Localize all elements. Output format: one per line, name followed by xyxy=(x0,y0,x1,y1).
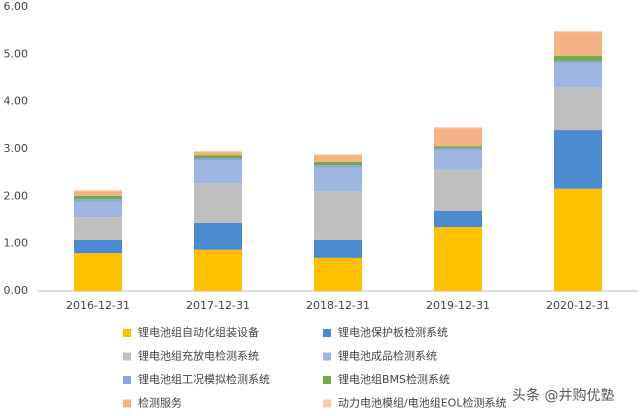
bar-segment xyxy=(74,190,122,192)
bar-segment xyxy=(554,188,602,291)
bar-segment xyxy=(194,249,242,291)
bar-segment xyxy=(554,31,602,33)
x-tick-label: 2017-12-31 xyxy=(186,299,250,312)
y-tick-label: 5.00 xyxy=(4,47,29,60)
y-tick-label: 1.00 xyxy=(4,237,29,250)
bar-segment xyxy=(314,167,362,192)
y-tick-label: 4.00 xyxy=(4,95,29,108)
bar-segment xyxy=(434,148,482,151)
bar-segment xyxy=(74,239,122,254)
bar-segment xyxy=(194,150,242,152)
bar-segment xyxy=(194,222,242,250)
bar-segment xyxy=(194,160,242,184)
bar-segment xyxy=(434,146,482,149)
watermark: 头条 @井购优塾 xyxy=(512,387,614,404)
legend-swatch xyxy=(123,399,131,408)
legend-swatch xyxy=(323,329,331,337)
legend-label: 动力电池模组/电池组EOL检测系统 xyxy=(338,396,506,410)
legend-label: 检测服务 xyxy=(138,396,182,410)
bar-segment xyxy=(74,195,122,200)
bar-segment xyxy=(314,239,362,258)
bar-segment xyxy=(314,154,362,156)
bar-segment xyxy=(74,191,122,196)
bar-segment xyxy=(554,86,602,131)
bar-segment xyxy=(74,217,122,240)
bar-segment xyxy=(434,169,482,212)
legend-swatch xyxy=(123,376,131,384)
legend-label: 锂电池组工况模拟检测系统 xyxy=(138,372,270,386)
bar-segment xyxy=(554,32,602,56)
x-tick-label: 2020-12-31 xyxy=(546,299,610,312)
bar-segment xyxy=(74,201,122,218)
bar-segment xyxy=(554,60,602,64)
x-tick-label: 2018-12-31 xyxy=(306,299,370,312)
legend-label: 锂电池组充放电检测系统 xyxy=(138,349,259,363)
legend-label: 锂电池保护板检测系统 xyxy=(338,325,448,339)
bar-segment xyxy=(194,157,242,161)
y-tick-label: 2.00 xyxy=(4,189,29,202)
legend-swatch xyxy=(123,329,131,337)
legend-label: 锂电池组自动化组装设备 xyxy=(138,325,259,339)
y-tick-label: 6.00 xyxy=(4,0,29,13)
x-tick-label: 2019-12-31 xyxy=(426,299,490,312)
bar-segment xyxy=(314,257,362,291)
bar-segment xyxy=(434,127,482,129)
bar-segment xyxy=(554,130,602,189)
legend-label: 锂电池组BMS检测系统 xyxy=(338,372,450,386)
bar-segment xyxy=(554,63,602,87)
x-tick-label: 2016-12-31 xyxy=(66,299,130,312)
bar-segment xyxy=(314,191,362,240)
y-tick-label: 0.00 xyxy=(4,284,29,297)
bar-segment xyxy=(434,128,482,147)
legend-swatch xyxy=(323,399,331,408)
bar-segment xyxy=(194,155,242,158)
bar-segment xyxy=(74,253,122,291)
bar-segment xyxy=(554,55,602,61)
bar-segment xyxy=(74,199,122,202)
bar-segment xyxy=(314,155,362,162)
bar-segment xyxy=(194,151,242,156)
bar-segment xyxy=(434,227,482,291)
bar-segment xyxy=(314,161,362,166)
legend-swatch xyxy=(323,376,331,384)
legend-label: 锂电池成品检测系统 xyxy=(338,349,437,363)
bar-segment xyxy=(434,150,482,170)
y-tick-label: 3.00 xyxy=(4,142,29,155)
legend-swatch xyxy=(323,352,331,361)
bar-segment xyxy=(314,165,362,168)
legend-swatch xyxy=(123,352,131,361)
bar-segment xyxy=(194,183,242,223)
bar-segment xyxy=(434,211,482,228)
